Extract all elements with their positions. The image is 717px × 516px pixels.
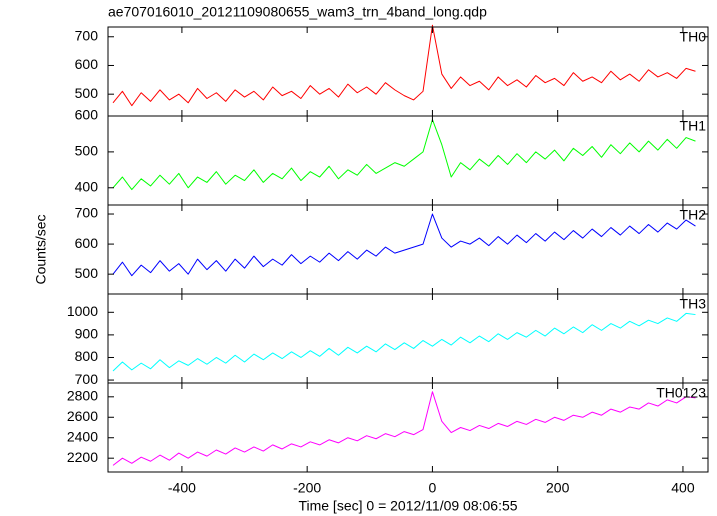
y-tick-label: 500	[75, 265, 99, 281]
panel-label: TH1	[680, 118, 707, 134]
data-line	[112, 213, 696, 277]
panel-label: TH0	[680, 29, 707, 45]
panel-label: TH3	[680, 296, 707, 312]
y-tick-label: 1000	[67, 303, 98, 319]
y-tick-label: 400	[75, 178, 99, 194]
y-tick-label: 2400	[67, 428, 98, 444]
panel-frame	[107, 382, 709, 473]
y-tick-label: 2200	[67, 449, 98, 465]
x-tick-label: 200	[546, 480, 570, 496]
data-line	[112, 24, 696, 107]
y-tick-label: 700	[75, 205, 99, 221]
data-line	[112, 312, 696, 372]
y-tick-label: 500	[75, 143, 99, 159]
y-tick-label: 2600	[67, 408, 98, 424]
panel-frame	[107, 293, 709, 384]
x-axis-label: Time [sec] 0 = 2012/11/09 08:06:55	[298, 498, 517, 514]
panel-frame	[107, 204, 709, 295]
data-line	[112, 391, 696, 466]
y-tick-label: 800	[75, 348, 99, 364]
panel-label: TH0123	[656, 385, 706, 401]
x-tick-label: -400	[168, 480, 196, 496]
data-line	[112, 119, 696, 191]
x-tick-label: 0	[429, 480, 437, 496]
chart-title: ae707016010_20121109080655_wam3_trn_4ban…	[108, 4, 487, 20]
y-tick-label: 600	[75, 56, 99, 72]
panel-label: TH2	[680, 207, 707, 223]
panel-frame	[107, 26, 709, 117]
y-tick-label: 600	[75, 107, 99, 123]
y-tick-label: 900	[75, 326, 99, 342]
x-tick-label: -200	[293, 480, 321, 496]
y-tick-label: 500	[75, 85, 99, 101]
panel-frame	[107, 115, 709, 206]
y-tick-label: 2800	[67, 388, 98, 404]
y-tick-label: 700	[75, 371, 99, 387]
y-tick-label: 600	[75, 235, 99, 251]
x-tick-label: 400	[671, 480, 695, 496]
y-tick-label: 700	[75, 27, 99, 43]
y-axis-label: Counts/sec	[33, 214, 49, 284]
